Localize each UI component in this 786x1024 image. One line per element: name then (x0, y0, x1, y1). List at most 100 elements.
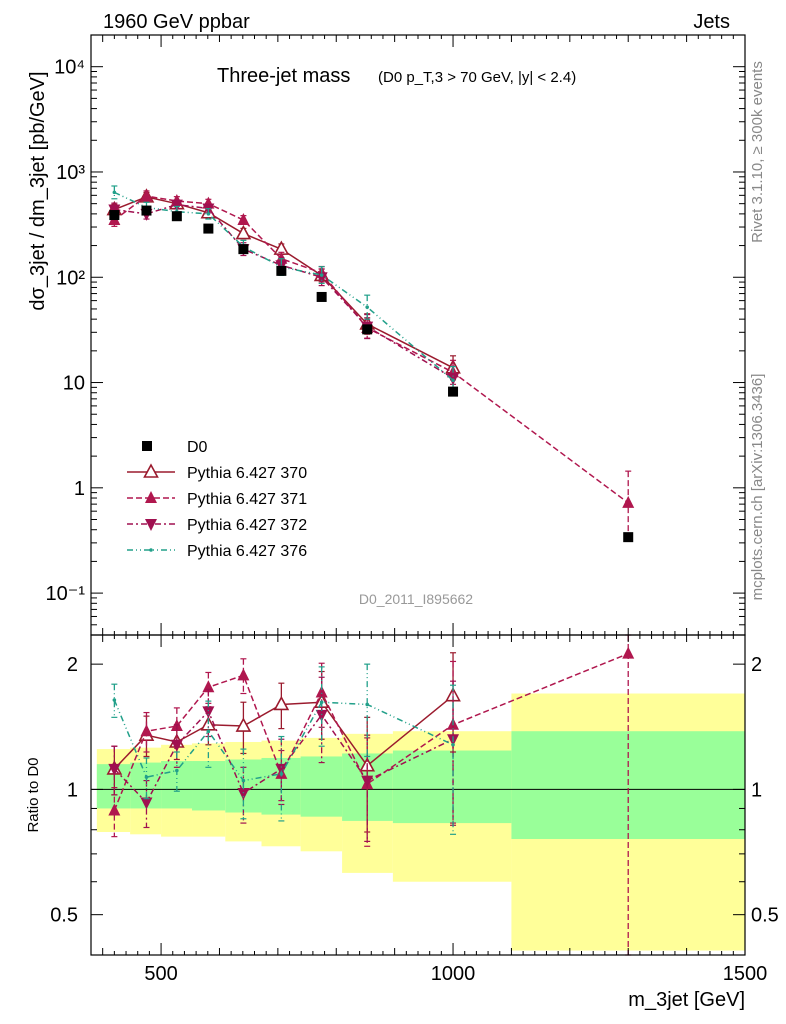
ratio-point (279, 772, 284, 776)
series-point (315, 272, 328, 285)
ratio-y-tick-label: 2 (67, 654, 78, 676)
series-point (451, 378, 455, 383)
y-tick-label: 10 (63, 373, 85, 395)
axes: 500 1000 1500 10⁻¹ 1 10 10² 10³ 10⁴ 0.5 0.5 1 1 2 2 (46, 34, 779, 985)
ratio-point (273, 695, 290, 711)
ratio-point (170, 739, 183, 752)
stat-uncertainty-band (511, 731, 745, 840)
ratio-point (451, 742, 455, 747)
ratio-point (235, 717, 252, 732)
y-tick-label: 10³ (56, 162, 85, 184)
series-3 (108, 199, 460, 391)
ratio-y-axis-label: Ratio to D0 (25, 757, 42, 832)
ratio-point (361, 775, 374, 788)
data-point (276, 265, 287, 276)
x-axis-label: m_3jet [GeV] (628, 989, 745, 1011)
legend: D0 Pythia 6.427 370 Pythia 6.427 371 Pythia… (127, 439, 307, 560)
main-panel (106, 185, 635, 543)
series-point (319, 273, 324, 277)
analysis-watermark: D0_2011_I895662 (359, 591, 473, 607)
series-line (113, 195, 629, 504)
rivet-version-label: Rivet 3.1.10, ≥ 300k events (749, 61, 766, 243)
collision-label: 1960 GeV ppbar (103, 11, 250, 33)
ratio-point (108, 803, 121, 816)
ratio-point (237, 668, 250, 681)
ratio-point (140, 797, 153, 810)
legend-label: Pythia 6.427 370 (187, 465, 307, 482)
ratio-point (365, 702, 369, 707)
legend-marker (142, 441, 152, 451)
y-tick-label: 1 (74, 478, 85, 500)
series-point (170, 199, 183, 212)
ratio-point (112, 698, 117, 702)
data-series (109, 205, 634, 543)
series-2 (108, 189, 635, 536)
ratio-uncertainty-bands (96, 693, 745, 951)
ratio-point (202, 706, 215, 719)
stat-uncertainty-band (161, 761, 193, 809)
y-tick-label: 10⁻¹ (46, 583, 86, 605)
ratio-y-tick-label-right: 0.5 (751, 905, 779, 927)
ratio-point (275, 763, 288, 776)
ratio-y-tick-label: 0.5 (50, 905, 78, 927)
legend-label: D0 (187, 439, 208, 456)
data-point (238, 244, 249, 255)
legend-entry-1: Pythia 6.427 370 (127, 463, 307, 482)
plot-title: Three-jet mass (217, 65, 350, 87)
data-point (623, 532, 634, 543)
ratio-point (319, 700, 324, 705)
ratio-line (113, 652, 629, 811)
ratio-series-4 (111, 663, 457, 835)
legend-label: Pythia 6.427 372 (187, 517, 307, 534)
plot-subtitle: (D0 p_T,3 > 70 GeV, |y| < 2.4) (378, 69, 576, 86)
ratio-panel (91, 634, 745, 956)
legend-entry-data: D0 (142, 439, 208, 456)
mcplots-reference-label: mcplots.cern.ch [arXiv:1306.3436] (749, 374, 766, 601)
series-line (114, 191, 454, 381)
legend-marker (149, 548, 153, 552)
series-point (235, 224, 252, 240)
ratio-series-2 (108, 634, 635, 956)
data-point (141, 205, 152, 216)
ratio-point (622, 646, 635, 659)
y-tick-label: 10² (56, 267, 85, 289)
legend-entry-4: Pythia 6.427 376 (127, 543, 307, 560)
ratio-y-tick-label-right: 2 (751, 654, 762, 676)
data-point (316, 291, 327, 302)
series-point (140, 189, 153, 202)
series-4 (111, 185, 457, 395)
legend-label: Pythia 6.427 371 (187, 491, 307, 508)
series-point (112, 190, 117, 195)
legend-label: Pythia 6.427 376 (187, 543, 307, 560)
data-point (109, 210, 120, 221)
legend-marker (145, 519, 157, 531)
ratio-y-tick-label: 1 (67, 779, 78, 801)
legend-marker (143, 463, 159, 478)
series-1 (106, 188, 461, 381)
series-point (365, 305, 369, 309)
series-point (622, 495, 635, 508)
ratio-point (140, 724, 153, 737)
series-point (237, 212, 250, 225)
series-line (114, 196, 454, 369)
stat-uncertainty-band (192, 761, 226, 811)
ratio-point (237, 788, 250, 801)
legend-entry-3: Pythia 6.427 372 (127, 517, 307, 534)
data-point (203, 223, 214, 234)
ratio-point (206, 729, 211, 734)
series-line (114, 203, 454, 379)
data-point (171, 211, 182, 222)
x-tick-label: 1500 (723, 963, 768, 985)
legend-entry-2: Pythia 6.427 371 (127, 491, 307, 508)
legend-marker (145, 491, 157, 503)
data-point (362, 324, 373, 335)
ratio-point (144, 775, 149, 779)
category-label: Jets (693, 11, 730, 33)
data-point (448, 386, 459, 397)
ratio-y-tick-label-right: 1 (751, 779, 762, 801)
stat-uncertainty-band (392, 750, 512, 824)
series-point (206, 212, 211, 216)
stat-uncertainty-band (300, 756, 343, 817)
y-tick-label: 10⁴ (54, 57, 85, 79)
